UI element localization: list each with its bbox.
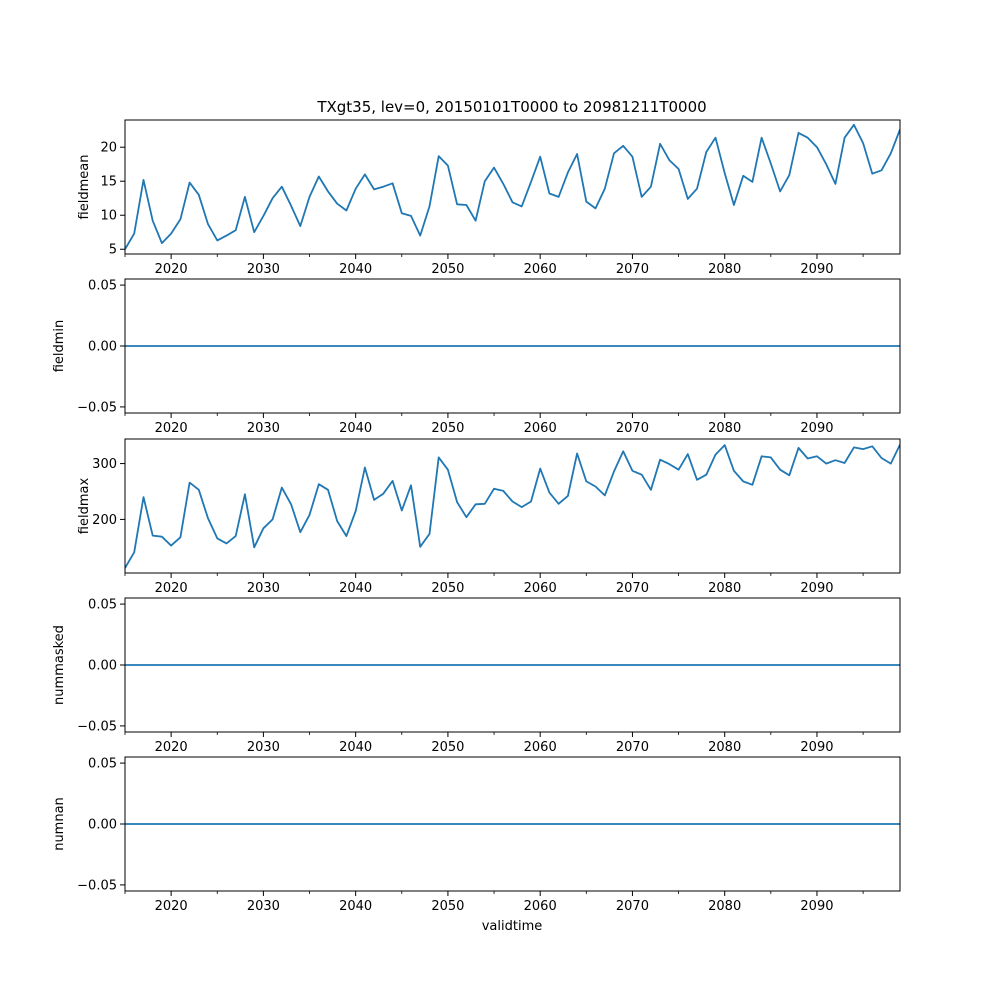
x-tick-label-2080: 2080 [708,421,741,436]
fieldmean-y-label: fieldmean [77,155,92,220]
panel-fieldmin: 2020 2030 2040 2050 2060 2070 2080 2090 0.05 0.00… [52,278,901,436]
x-tick-label-2080: 2080 [708,262,741,277]
x-tick-label-2030: 2030 [247,421,280,436]
y-tick-label-1: 0.00 [88,818,117,833]
x-tick-label-2060: 2060 [524,899,557,914]
x-tick-label-2040: 2040 [339,899,372,914]
x-tick-label-2070: 2070 [616,581,649,596]
x-tick-label-2070: 2070 [616,740,649,755]
x-tick-label-2030: 2030 [247,899,280,914]
x-tick-label-2090: 2090 [800,581,833,596]
x-tick-label-2040: 2040 [339,421,372,436]
x-tick-label-2050: 2050 [431,740,464,755]
x-tick-label-2090: 2090 [800,899,833,914]
x-tick-label-2070: 2070 [616,262,649,277]
x-tick-label-2050: 2050 [431,421,464,436]
x-tick-label-2090: 2090 [800,262,833,277]
y-tick-label-3: 20 [100,141,117,156]
x-tick-label-2060: 2060 [524,581,557,596]
x-tick-label-2020: 2020 [155,581,188,596]
x-tick-label-2090: 2090 [800,421,833,436]
panel-fieldmean: 2020 2030 2040 2050 2060 2070 2080 2090 5 10 15 20 f… [77,119,901,277]
x-tick-label-2080: 2080 [708,899,741,914]
x-tick-label-2030: 2030 [247,581,280,596]
y-tick-label-2: −0.05 [77,878,117,893]
x-tick-label-2040: 2040 [339,581,372,596]
numnan-y-label: numnan [52,797,67,851]
x-tick-label-2090: 2090 [800,740,833,755]
x-tick-label-2050: 2050 [431,262,464,277]
fieldmax-series-line [125,444,900,569]
x-tick-label-2080: 2080 [708,740,741,755]
x-axis-label: validtime [482,919,543,934]
fieldmax-axes-frame [124,438,901,574]
x-tick-label-2030: 2030 [247,740,280,755]
x-tick-label-2080: 2080 [708,581,741,596]
x-tick-label-2070: 2070 [616,899,649,914]
x-tick-label-2040: 2040 [339,262,372,277]
fieldmean-series-line [125,123,900,250]
y-tick-label-0: 0.05 [88,598,117,613]
y-tick-label-1: 10 [100,209,117,224]
x-tick-label-2070: 2070 [616,421,649,436]
x-tick-label-2020: 2020 [155,899,188,914]
x-tick-label-2030: 2030 [247,262,280,277]
fieldmin-y-label: fieldmin [52,320,67,373]
panel-nummasked: 2020 2030 2040 2050 2060 2070 2080 2090 0.05 0.00… [52,597,901,755]
y-tick-label-0: 5 [109,243,117,258]
y-tick-label-1: 300 [92,457,117,472]
fieldmean-axes-frame [124,119,901,255]
x-tick-label-2020: 2020 [155,740,188,755]
figure-title: TXgt35, lev=0, 20150101T0000 to 20981211… [316,98,706,116]
y-tick-label-0: 0.05 [88,279,117,294]
x-tick-label-2060: 2060 [524,740,557,755]
fieldmax-y-label: fieldmax [77,478,92,535]
x-tick-label-2050: 2050 [431,581,464,596]
y-tick-label-0: 0.05 [88,757,117,772]
x-tick-label-2060: 2060 [524,421,557,436]
y-tick-label-2: −0.05 [77,400,117,415]
panel-fieldmax: 2020 2030 2040 2050 2060 2070 2080 2090 200 300fi… [77,438,901,596]
y-tick-label-2: −0.05 [77,719,117,734]
panel-numnan: 2020 2030 2040 2050 2060 2070 2080 2090 0.05 0.00… [52,756,901,914]
y-tick-label-1: 0.00 [88,659,117,674]
y-tick-label-0: 200 [92,513,117,528]
y-tick-label-2: 15 [100,175,117,190]
nummasked-y-label: nummasked [52,625,67,705]
x-tick-label-2060: 2060 [524,262,557,277]
x-tick-label-2050: 2050 [431,899,464,914]
x-tick-label-2020: 2020 [155,262,188,277]
x-tick-label-2020: 2020 [155,421,188,436]
panels: 2020 2030 2040 2050 2060 2070 2080 2090 5 10 15 20 f… [52,119,901,914]
x-tick-label-2040: 2040 [339,740,372,755]
y-tick-label-1: 0.00 [88,340,117,355]
